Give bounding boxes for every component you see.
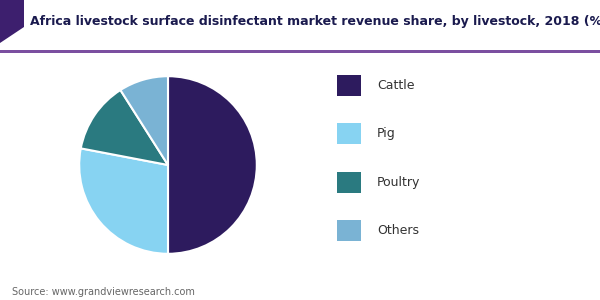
- Text: Pig: Pig: [377, 127, 395, 140]
- Text: Cattle: Cattle: [377, 79, 415, 92]
- Wedge shape: [168, 76, 257, 254]
- Text: Others: Others: [377, 224, 419, 237]
- Wedge shape: [121, 76, 168, 165]
- Polygon shape: [0, 0, 24, 43]
- Wedge shape: [81, 90, 168, 165]
- Bar: [337, 75, 361, 96]
- Bar: [337, 123, 361, 144]
- Text: Source: www.grandviewresearch.com: Source: www.grandviewresearch.com: [12, 287, 195, 297]
- Bar: [0, 50, 600, 53]
- Bar: [337, 220, 361, 241]
- Text: Africa livestock surface disinfectant market revenue share, by livestock, 2018 (: Africa livestock surface disinfectant ma…: [30, 15, 600, 28]
- Wedge shape: [79, 148, 168, 254]
- Bar: [337, 172, 361, 193]
- Text: Poultry: Poultry: [377, 176, 420, 189]
